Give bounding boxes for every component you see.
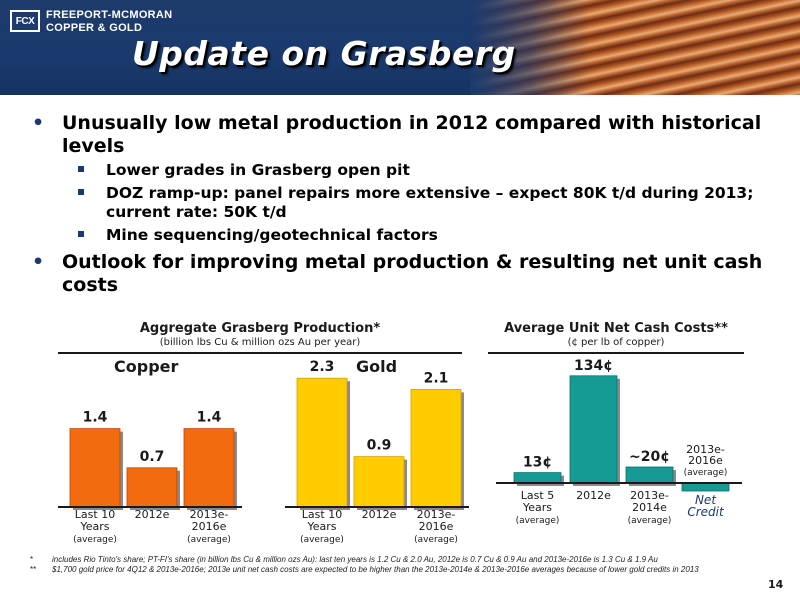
sub-bullet-text: DOZ ramp-up: panel repairs more extensiv… [106,183,754,222]
company-logo: FCX [10,10,40,32]
footnote: * includes Rio Tinto's share; PT-FI's sh… [30,555,790,565]
bar-shadow [517,475,564,486]
coil-fade [470,0,590,95]
bar-shadow [629,470,676,486]
tick-label: (average) [414,535,458,545]
footnote-marker: * [30,555,34,564]
tick-label: (average) [300,535,344,545]
data-label: 1.4 [83,410,108,426]
bullet-dot-icon: • [32,112,45,134]
tick-label: (average) [187,535,231,545]
tick-label: 2012e [576,489,611,502]
sub-bullet-text: Lower grades in Grasberg open pit [106,161,410,179]
bullet-text: Unusually low metal production in 2012 c… [62,112,762,157]
costs-chart-title: Average Unit Net Cash Costs** [504,321,728,336]
tick-label: 2016e [419,520,454,533]
square-bullet-icon [78,188,84,195]
footnote: ** $1,700 gold price for 4Q12 & 2013e-20… [30,565,790,575]
tick-label: 2012e [362,508,397,521]
production-divider [58,352,462,354]
tick-label: Years [522,501,552,514]
footnote-marker: ** [30,565,37,574]
company-line-2: Copper & Gold [46,22,143,34]
tick-label: (average) [516,516,560,526]
bar [183,428,235,508]
square-bullet-icon [78,166,84,172]
page-title: Update on Grasberg [132,34,516,73]
tick-label: 2013e- [630,489,669,502]
bar [69,428,121,508]
bar [681,482,730,492]
data-label: 13¢ [523,455,552,471]
company-name: Freeport-McMoRan Copper & Gold [46,9,172,35]
top-label: (average) [684,468,728,478]
data-label: ~20¢ [629,449,670,465]
bar [126,467,178,508]
bar-shadow [414,392,464,510]
company-line-1: Freeport-McMoRan [46,9,173,21]
footnote-text: $1,700 gold price for 4Q12 & 2013e-2016e… [52,565,699,574]
tick-label: Last 10 [75,508,115,521]
tick-label: 2013e- [417,508,456,521]
data-label: 0.7 [140,449,165,465]
tick-label: Years [306,520,336,533]
data-label: 1.4 [197,410,222,426]
costs-chart-subtitle: (¢ per lb of copper) [567,337,665,348]
page-number: 14 [768,578,784,591]
bar-shadow [187,431,237,510]
bar [410,388,462,508]
sub-bullet-item: DOZ ramp-up: panel repairs more extensiv… [30,184,790,223]
data-label: 2.3 [310,359,335,375]
tick-label: 2014e [632,501,667,514]
bullet-text: Outlook for improving metal production &… [62,251,763,296]
costs-divider [488,352,744,354]
tick-label: 2016e [192,520,227,533]
tick-label: (average) [628,516,672,526]
tick-label: (average) [73,535,117,545]
bar-shadow [300,381,350,510]
bullet-item: • Outlook for improving metal production… [30,251,790,297]
bar-shadow [573,378,620,486]
tick-label: Years [79,520,109,533]
tick-label: Last 5 [521,489,554,502]
bar [353,456,405,508]
production-chart-subtitle: (billion lbs Cu & million ozs Au per yea… [159,337,361,348]
bar [625,466,674,484]
tick-label: Last 10 [302,508,342,521]
sub-bullet-text: Mine sequencing/geotechnical factors [106,225,438,244]
footnotes: * includes Rio Tinto's share; PT-FI's sh… [30,555,790,575]
top-label: 2016e [688,454,723,467]
tick-label: 2012e [135,508,170,521]
production-chart-title: Aggregate Grasberg Production* [139,321,381,336]
square-bullet-icon [78,230,84,237]
bar [513,472,562,484]
tick-label: 2013e- [190,508,229,521]
bar-shadow [357,459,407,510]
footnote-text: includes Rio Tinto's share; PT-FI's shar… [52,555,658,564]
tick-label: Net [695,493,717,507]
top-label: 2013e- [686,443,725,456]
header-banner: FCX Freeport-McMoRan Copper & Gold Updat… [0,0,800,95]
sub-bullet-item: Lower grades in Grasberg open pit [30,161,790,181]
bar-shadow [73,431,123,510]
bullet-list: • Unusually low metal production in 2012… [30,112,790,297]
data-label: 2.1 [424,370,449,386]
bar [296,377,348,508]
data-label: 0.9 [367,438,392,454]
bullet-dot-icon: • [32,251,45,273]
bar [569,375,618,484]
bullet-item: • Unusually low metal production in 2012… [30,112,790,158]
data-label: 134¢ [574,358,613,374]
bar-shadow [130,470,180,510]
gold-series-label: Gold [356,357,398,376]
sub-bullet-item: Mine sequencing/geotechnical factors [30,226,790,246]
copper-series-label: Copper [114,357,179,376]
tick-label: Credit [687,505,725,519]
